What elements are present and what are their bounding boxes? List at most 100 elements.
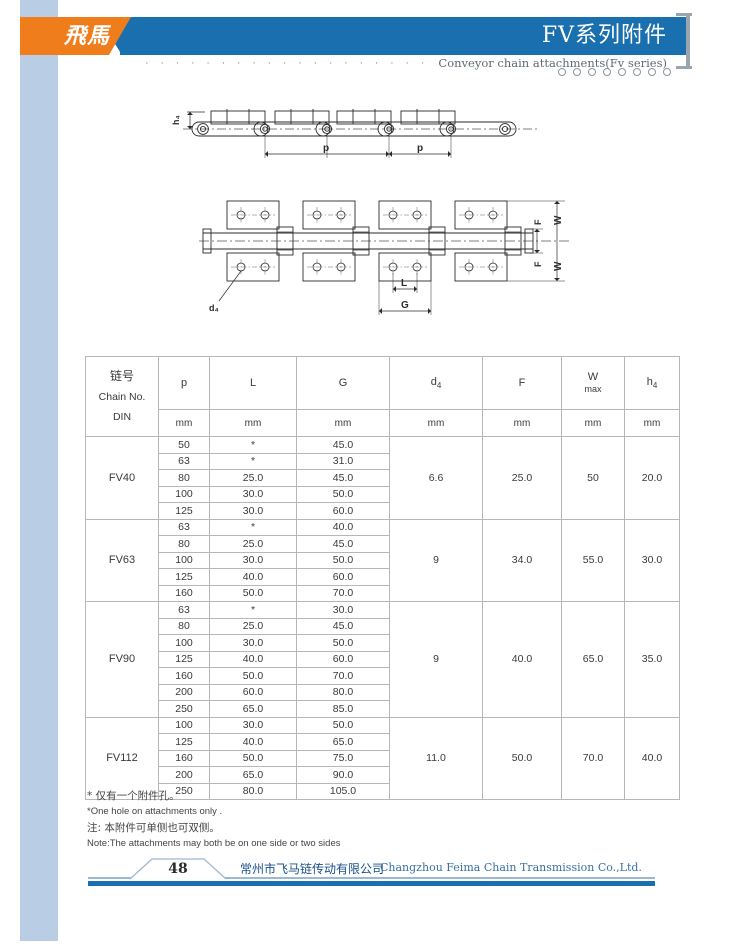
cell-p: 160	[158, 584, 210, 602]
label-W-lower: W	[553, 261, 564, 271]
note-line-4: Note:The attachments may both be on one …	[87, 838, 341, 849]
cell-p: 250	[158, 782, 210, 800]
cell-p: 50	[158, 436, 210, 454]
cell-g: 75.0	[296, 749, 390, 767]
cell-p: 160	[158, 749, 210, 767]
cell-p: 250	[158, 700, 210, 718]
cell-p: 80	[158, 469, 210, 487]
table-row: 80 25.0 45.0	[86, 535, 680, 553]
cell-l: 25.0	[209, 535, 297, 553]
header-circle	[648, 68, 656, 76]
table-row: 200 65.0 90.0	[86, 766, 680, 784]
label-L: L	[401, 278, 407, 289]
cell-l: *	[209, 436, 297, 454]
cell-f: 40.0	[482, 601, 562, 718]
cell-g: 50.0	[296, 485, 390, 503]
column-unit: mm	[389, 409, 483, 437]
header-circle	[588, 68, 596, 76]
cell-h4: 20.0	[624, 436, 680, 520]
column-header-h4: h4	[624, 356, 680, 410]
page-subtitle: Conveyor chain attachments(Fv series)	[438, 56, 667, 70]
cell-l: 50.0	[209, 749, 297, 767]
cell-l: 25.0	[209, 469, 297, 487]
header-bracket-stem	[686, 13, 690, 69]
column-unit: mm	[209, 409, 297, 437]
column-header-chain-no: 链号 Chain No. DIN	[85, 356, 159, 437]
cell-w: 65.0	[561, 601, 625, 718]
cell-l: 40.0	[209, 733, 297, 751]
cell-p: 63	[158, 601, 210, 619]
chain-group-name: FV112	[85, 716, 159, 800]
cell-p: 125	[158, 733, 210, 751]
column-header-f: F	[482, 356, 562, 410]
cell-p: 100	[158, 634, 210, 652]
cell-h4: 35.0	[624, 601, 680, 718]
note-line-1: * 仅有一个附件孔。	[87, 790, 180, 802]
cell-l: 50.0	[209, 584, 297, 602]
header-circle	[573, 68, 581, 76]
cell-l: *	[209, 452, 297, 470]
page-title: FV系列附件	[541, 23, 667, 48]
cell-l: 65.0	[209, 700, 297, 718]
chain-header-cn: 链号	[109, 369, 134, 384]
page-number-tab	[130, 858, 226, 880]
chain-header-en: Chain No.	[98, 390, 146, 403]
cell-p: 125	[158, 650, 210, 668]
cell-g: 65.0	[296, 733, 390, 751]
header-orange-band	[20, 17, 109, 55]
cell-d4: 6.6	[389, 436, 483, 520]
cell-w: 50	[561, 436, 625, 520]
cell-p: 80	[158, 535, 210, 553]
cell-g: 60.0	[296, 568, 390, 586]
cell-g: 60.0	[296, 502, 390, 520]
footer-company-en: Changzhou Feima Chain Transmission Co.,L…	[380, 861, 642, 874]
cell-l: 30.0	[209, 634, 297, 652]
cell-g: 60.0	[296, 650, 390, 668]
cell-d4: 11.0	[389, 716, 483, 800]
cell-g: 45.0	[296, 617, 390, 635]
table-row: 125 40.0 60.0	[86, 650, 680, 668]
cell-l: 65.0	[209, 766, 297, 784]
table-row: 250 80.0 105.0	[86, 782, 680, 800]
table-row: FV90 63 * 30.0 9 40.0 65.0 35.0	[85, 601, 680, 718]
table-notes: * 仅有一个附件孔。 *One hole on attachments only…	[87, 788, 340, 852]
column-unit: mm	[296, 409, 390, 437]
chain-header-std: DIN	[112, 410, 132, 423]
cell-p: 63	[158, 452, 210, 470]
header-dot-leader: · · · · · · · · · · · · · · · · · · · · …	[145, 60, 428, 66]
page-header: 飛馬 FV系列附件 · · · · · · · · · · · · · · · …	[0, 0, 745, 90]
table-row: 250 65.0 85.0	[86, 700, 680, 718]
cell-l: 30.0	[209, 716, 297, 734]
cell-l: *	[209, 601, 297, 619]
cell-g: 45.0	[296, 469, 390, 487]
cell-l: 30.0	[209, 551, 297, 569]
cell-g: 50.0	[296, 551, 390, 569]
column-header-d4: d4	[389, 356, 483, 410]
figure-top-view: d₄ L G F F W W	[185, 185, 585, 325]
cell-g: 31.0	[296, 452, 390, 470]
table-row: FV40 50 * 45.0 6.6 25.0 50 20.0	[85, 436, 680, 520]
header-blue-band	[120, 17, 686, 55]
cell-g: 50.0	[296, 634, 390, 652]
chain-group-name: FV90	[85, 601, 159, 718]
footer-thin-rule	[88, 877, 655, 879]
cell-h4: 30.0	[624, 518, 680, 602]
table-row: 160 50.0 70.0	[86, 667, 680, 685]
table-row: 100 30.0 50.0	[86, 551, 680, 569]
cell-p: 80	[158, 617, 210, 635]
cell-l: 25.0	[209, 617, 297, 635]
column-unit: mm	[482, 409, 562, 437]
header-circle	[618, 68, 626, 76]
cell-p: 125	[158, 568, 210, 586]
cell-p: 100	[158, 485, 210, 503]
cell-p: 125	[158, 502, 210, 520]
company-logo: 飛馬	[63, 23, 110, 49]
figure-side-view: h₄ p p	[165, 96, 545, 183]
cell-f: 34.0	[482, 518, 562, 602]
cell-g: 105.0	[296, 782, 390, 800]
cell-w: 55.0	[561, 518, 625, 602]
label-p-1: p	[323, 143, 329, 154]
page-footer: 48 常州市飞马链传动有限公司 Changzhou Feima Chain Tr…	[0, 858, 745, 898]
